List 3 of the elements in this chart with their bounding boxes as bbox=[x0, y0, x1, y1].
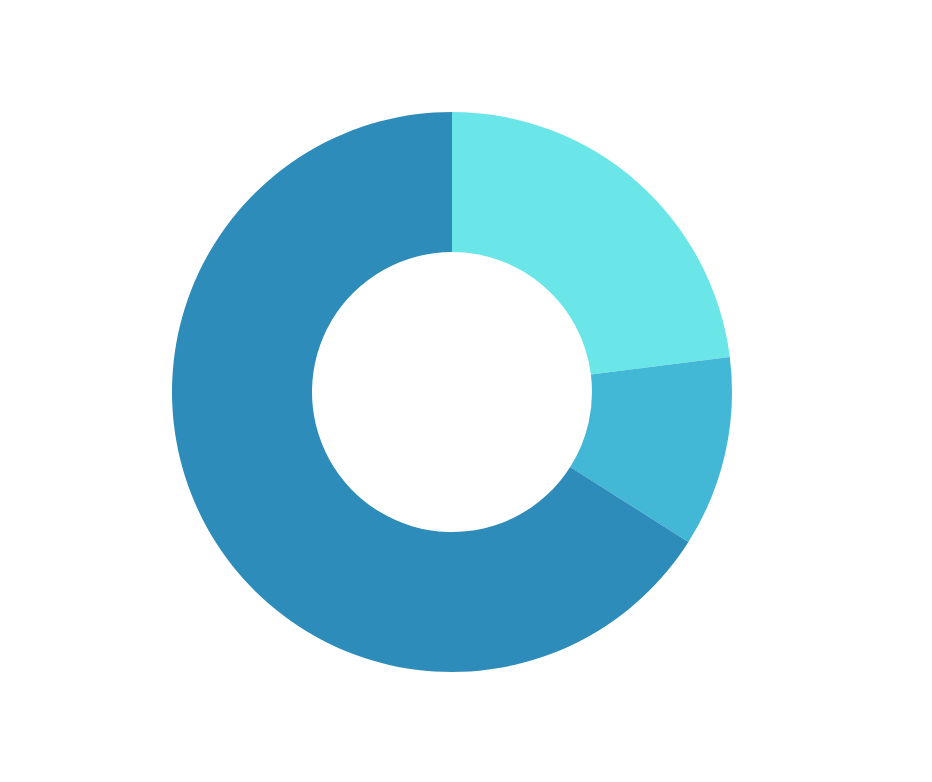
donut-slice bbox=[570, 356, 732, 543]
donut-slice bbox=[452, 112, 730, 375]
donut-slice bbox=[172, 112, 689, 672]
